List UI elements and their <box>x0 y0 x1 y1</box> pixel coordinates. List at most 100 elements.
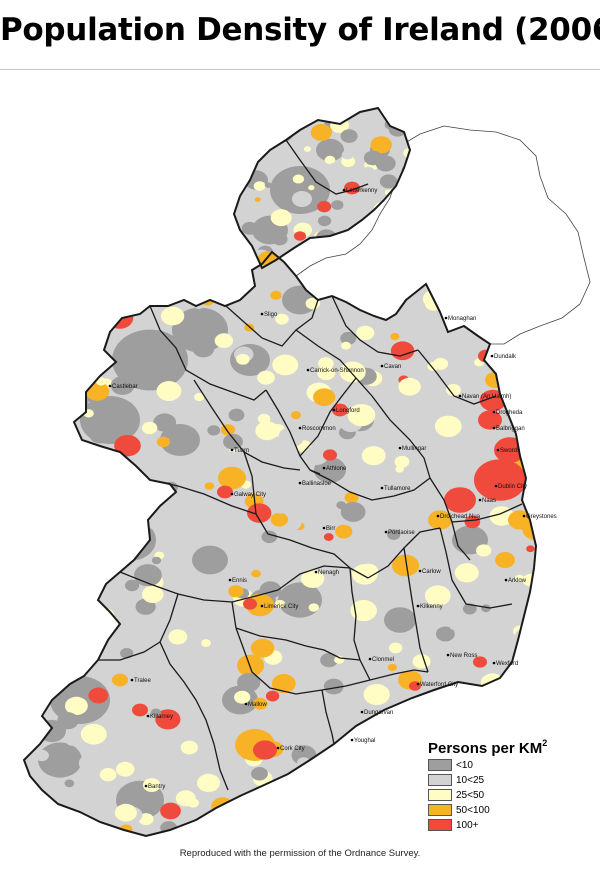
density-patch <box>57 712 79 730</box>
density-patch <box>78 753 103 773</box>
town-marker: Clonmel <box>368 657 394 663</box>
density-patch <box>394 455 410 468</box>
town-marker: Birr <box>322 526 335 532</box>
town-label: Balbriggan <box>496 426 525 432</box>
density-patch <box>488 707 500 717</box>
town-label: Roscommon <box>302 426 336 432</box>
town-dot <box>384 530 388 534</box>
town-marker: Limerick City <box>260 604 298 610</box>
town-label: Mallow <box>248 702 267 708</box>
density-patch <box>520 643 536 658</box>
density-patch <box>375 155 396 172</box>
town-marker: Navan (An Uaimh) <box>458 394 511 400</box>
density-patch <box>112 673 128 687</box>
density-patch <box>412 654 431 669</box>
density-patch <box>253 740 277 760</box>
town-label: Tuam <box>234 448 249 454</box>
density-patch <box>370 136 392 154</box>
density-patch <box>95 608 115 624</box>
town-dot <box>322 526 326 530</box>
town-marker: Castlebar <box>108 384 138 390</box>
density-patch <box>241 221 258 235</box>
density-patch <box>445 383 461 396</box>
density-patch <box>251 569 261 578</box>
town-label: Kilkenny <box>420 604 443 610</box>
density-patch <box>252 697 268 710</box>
density-patch <box>359 774 372 785</box>
town-dot <box>228 578 232 582</box>
town-dot <box>322 466 326 470</box>
town-label: Tralee <box>134 678 151 684</box>
density-patch <box>520 445 531 454</box>
legend-swatch <box>428 789 452 801</box>
density-patch <box>274 450 284 459</box>
density-patch <box>454 563 479 583</box>
density-patch <box>300 569 325 588</box>
town-label: Sligo <box>264 312 278 318</box>
density-patch <box>369 805 382 816</box>
density-patch <box>243 801 255 811</box>
density-patch <box>272 501 288 514</box>
density-patch <box>106 727 127 744</box>
density-patch <box>32 404 60 426</box>
density-patch <box>155 709 181 730</box>
density-patch <box>384 607 416 633</box>
density-patch <box>353 233 364 242</box>
density-patch <box>360 771 374 783</box>
density-patch <box>91 447 112 465</box>
density-patch <box>192 571 202 580</box>
density-patch <box>34 476 46 485</box>
density-patch <box>228 585 244 598</box>
density-patch <box>112 329 188 391</box>
density-patch <box>521 835 535 836</box>
density-patch <box>99 768 117 782</box>
density-patch <box>90 408 108 423</box>
town-marker: Kilkenny <box>416 604 443 610</box>
density-patch <box>290 411 301 420</box>
density-patch <box>379 174 398 189</box>
density-patch <box>320 652 338 668</box>
town-marker: Wexford <box>492 661 518 667</box>
legend-title-text: Persons per KM <box>428 740 543 757</box>
density-patch <box>31 367 54 386</box>
density-patch <box>242 197 250 204</box>
density-patch <box>478 410 502 430</box>
density-patch <box>387 663 397 672</box>
legend-title: Persons per KM2 <box>428 738 588 757</box>
town-marker: Balbriggan <box>492 426 525 432</box>
density-patch <box>310 123 332 141</box>
density-patch <box>53 398 65 407</box>
density-patch <box>462 603 477 615</box>
density-patch <box>334 655 345 664</box>
density-patch <box>31 423 43 432</box>
density-patch <box>51 621 77 642</box>
density-patch <box>64 696 88 716</box>
density-patch <box>273 127 293 143</box>
town-dot <box>416 604 420 608</box>
density-patch <box>313 388 336 407</box>
town-label: Castlebar <box>112 384 138 390</box>
density-patch <box>214 333 234 349</box>
town-marker: Droichead Nua <box>436 514 481 520</box>
town-dot <box>314 570 318 574</box>
density-patch <box>398 377 421 396</box>
density-patch <box>24 829 43 836</box>
county-boundaries <box>98 139 523 791</box>
density-patch <box>29 395 39 403</box>
town-label: Cavan <box>384 364 401 370</box>
town-label: Arklow <box>508 578 527 584</box>
density-patch <box>303 470 315 480</box>
density-patch <box>323 533 334 541</box>
town-dot <box>446 653 450 657</box>
density-patch <box>317 215 332 227</box>
town-label: Killarney <box>150 714 173 720</box>
town-marker: Ballinasloe <box>298 481 332 487</box>
town-marker: Cork City <box>276 746 305 752</box>
town-dot <box>260 312 264 316</box>
density-patch <box>24 471 47 490</box>
density-patch <box>60 409 72 419</box>
density-patch <box>253 801 276 819</box>
density-patch <box>365 154 379 165</box>
town-marker: Tralee <box>130 678 151 684</box>
density-patch <box>160 306 185 326</box>
